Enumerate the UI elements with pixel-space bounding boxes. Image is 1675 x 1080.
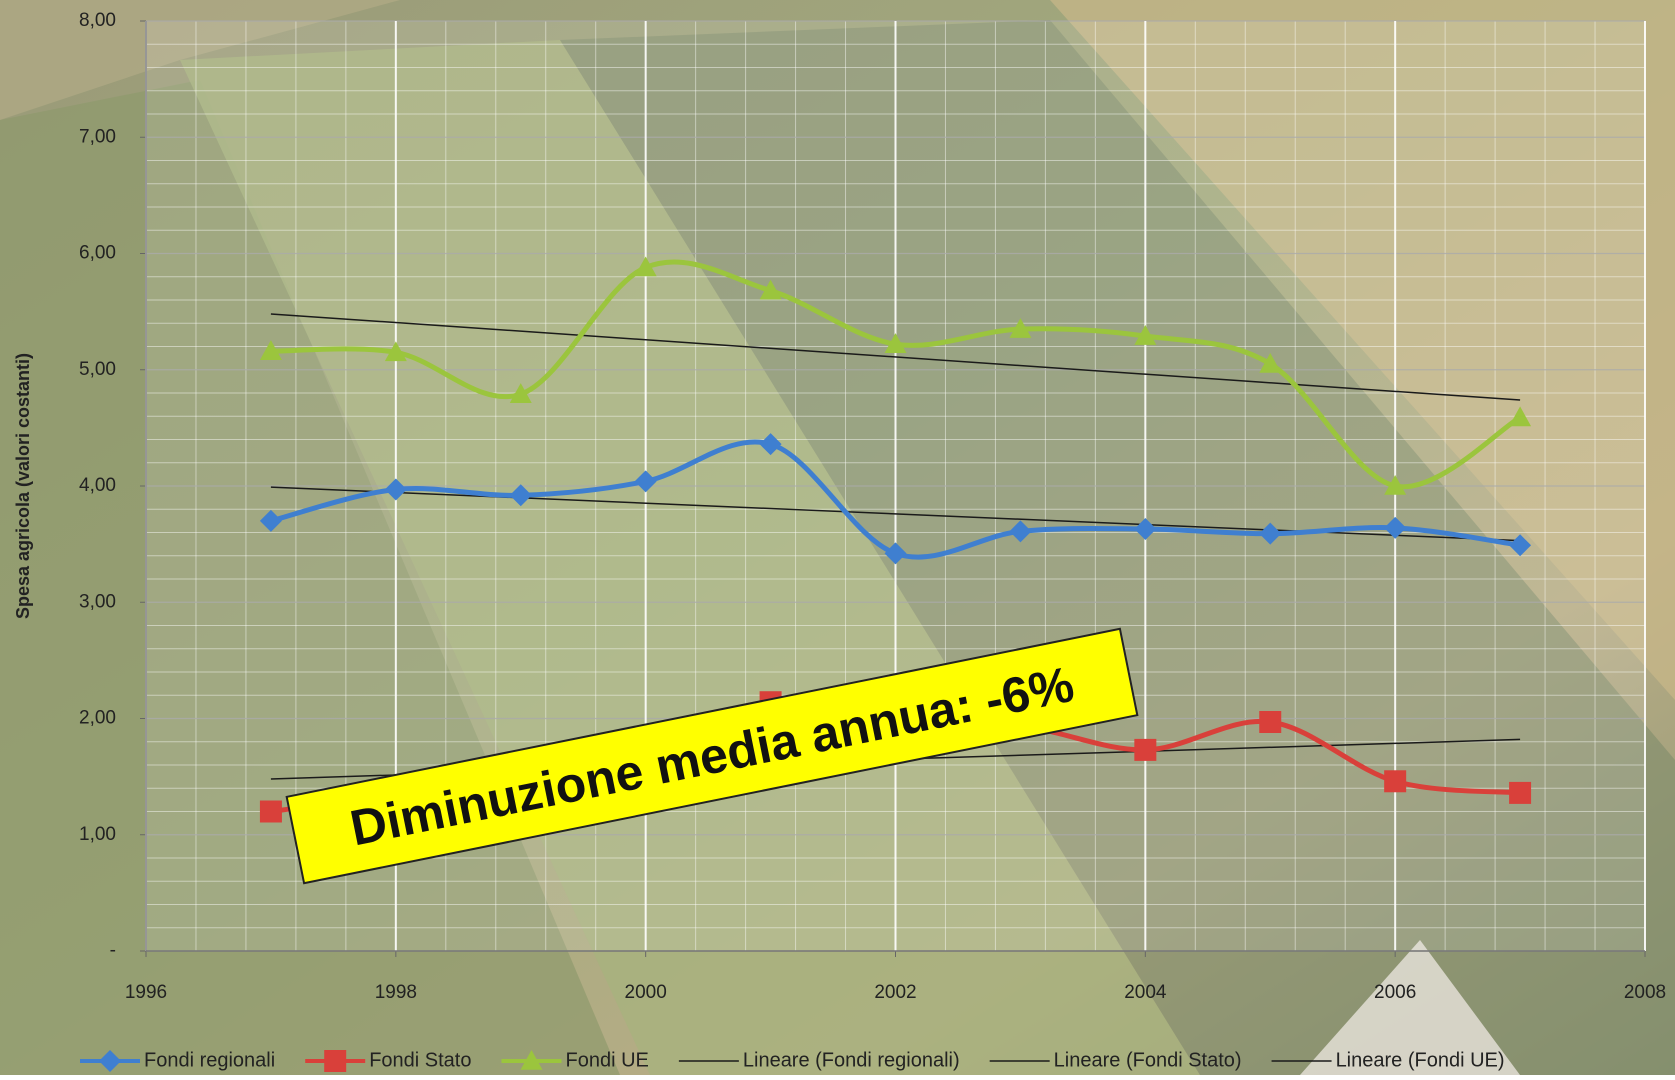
legend: Fondi regionali Fondi Stato Fondi UE Linear…: [80, 1049, 1505, 1072]
x-tick-label: 1998: [375, 982, 417, 1003]
x-tick-label: 1996: [125, 982, 167, 1003]
trend-line: [270, 313, 1521, 401]
field: [0, 0, 400, 120]
marker: [759, 279, 782, 300]
marker: [1384, 516, 1407, 539]
y-tick-label: 6,00: [79, 243, 116, 264]
legend-marker: [99, 1050, 121, 1072]
marker: [1134, 518, 1157, 541]
marker: [509, 484, 532, 507]
marker: [259, 340, 282, 360]
legend-item: Fondi Stato: [305, 1049, 472, 1072]
marker: [1509, 406, 1532, 427]
legend-label: Fondi Stato: [369, 1049, 471, 1071]
y-tick-label: 7,00: [79, 126, 116, 147]
marker: [634, 256, 657, 277]
legend-label: Fondi UE: [566, 1049, 649, 1071]
legend-item: Lineare (Fondi Stato): [989, 1049, 1242, 1071]
field: [560, 20, 1675, 1075]
marker: [509, 383, 532, 403]
house: [1300, 940, 1520, 1075]
y-tick-label: 4,00: [79, 475, 116, 496]
legend-label: Fondi regionali: [144, 1049, 275, 1071]
marker: [884, 542, 907, 565]
marker: [1384, 475, 1407, 495]
marker: [1259, 710, 1282, 733]
legend-item: Lineare (Fondi UE): [1271, 1049, 1505, 1071]
marker: [759, 433, 782, 456]
y-tick-label: 3,00: [79, 591, 116, 612]
field: [180, 40, 1200, 1075]
marker: [259, 800, 282, 823]
marker: [1009, 318, 1032, 338]
marker: [259, 509, 282, 532]
legend-label: Lineare (Fondi regionali): [743, 1049, 960, 1071]
y-tick-label: 8,00: [79, 10, 116, 31]
marker: [1259, 522, 1282, 545]
legend-label: Lineare (Fondi Stato): [1054, 1049, 1242, 1071]
marker: [1384, 770, 1407, 793]
series: [259, 256, 1532, 823]
y-tick-label: -: [110, 940, 116, 961]
x-tick-label: 2002: [874, 982, 916, 1003]
annotation-box: [285, 627, 1139, 885]
legend-item: Lineare (Fondi regionali): [678, 1049, 960, 1071]
marker: [1259, 352, 1282, 373]
marker: [384, 341, 407, 362]
marker: [1509, 781, 1532, 804]
legend-label: Lineare (Fondi UE): [1336, 1049, 1505, 1071]
x-tick-label: 2000: [625, 982, 667, 1003]
marker: [634, 470, 657, 493]
marker: [1509, 534, 1532, 557]
marker: [884, 333, 907, 353]
x-tick-label: 2006: [1374, 982, 1416, 1003]
y-tick-label: 1,00: [79, 824, 116, 845]
x-tick-label: 2004: [1124, 982, 1167, 1003]
marker: [1134, 325, 1157, 345]
y-axis-label: Spesa agricola (valori costanti): [13, 353, 33, 619]
x-tick-label: 2008: [1624, 982, 1666, 1003]
legend-item: Fondi UE: [501, 1049, 649, 1071]
y-tick-label: 2,00: [79, 708, 116, 729]
y-tick-label: 5,00: [79, 359, 116, 380]
marker: [1009, 520, 1032, 543]
marker: [384, 478, 407, 501]
legend-item: Fondi regionali: [80, 1049, 275, 1072]
legend-marker: [324, 1050, 347, 1072]
field: [1050, 0, 1675, 700]
marker: [1134, 738, 1157, 761]
legend-marker: [520, 1050, 543, 1070]
